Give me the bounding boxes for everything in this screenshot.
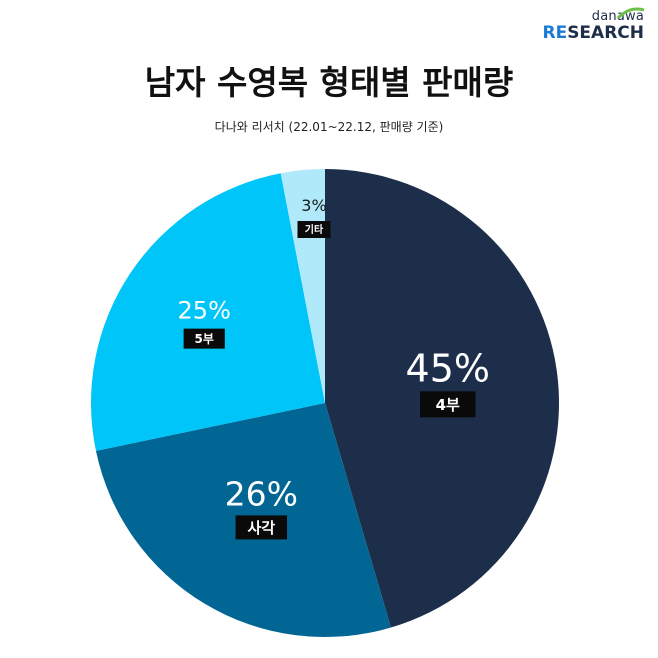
- pie-slice-1-percent: 45%: [406, 346, 490, 390]
- pie-slice-4-label-box: [297, 221, 331, 238]
- pie-slice-2-label: 사각: [247, 519, 275, 537]
- pie-slice-3-label-box: [183, 328, 225, 349]
- logo-research-prefix: RE: [542, 23, 568, 43]
- danawa-research-logo: danawa RESEARCH: [542, 7, 645, 42]
- pie-slice-3-percent: 25%: [178, 297, 231, 325]
- pie-slice-3: [91, 173, 326, 451]
- logo-swoosh-icon: [616, 7, 645, 20]
- chart-subtitle: 다나와 리서치 (22.01~22.12, 판매량 기준): [214, 120, 444, 134]
- pie-slice-2-percent: 26%: [225, 474, 298, 513]
- pie-slice-1-label-box: [420, 391, 476, 418]
- pie-slice-4-label: 기타: [305, 223, 324, 236]
- chart-title: 남자 수영복 형태별 판매량: [144, 63, 514, 102]
- pie-slice-3-label: 5부: [195, 332, 214, 346]
- pie-slice-4-percent: 3%: [301, 196, 326, 215]
- logo-research-rest: SEARCH: [567, 23, 644, 43]
- logo-research-text: RESEARCH: [542, 24, 644, 42]
- pie-slice-2-label-box: [235, 515, 288, 540]
- pie-slice-1-label: 4부: [436, 396, 460, 414]
